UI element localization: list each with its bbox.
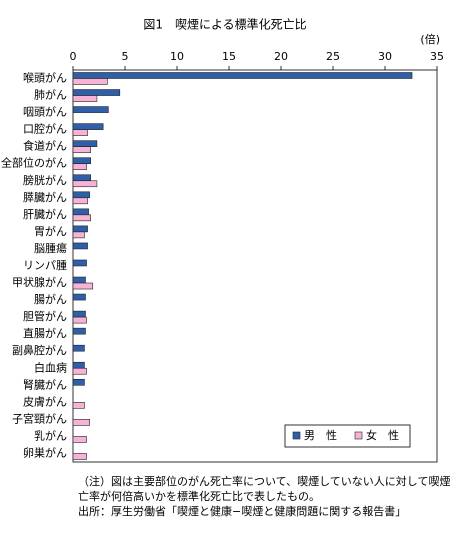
y-tick-label: 直腸がん bbox=[23, 326, 67, 340]
bar bbox=[72, 157, 91, 165]
bar bbox=[72, 316, 87, 324]
y-tick-label: 咽頭がん bbox=[23, 105, 67, 119]
bar bbox=[72, 89, 121, 96]
y-tick-label: 卵巣がん bbox=[23, 445, 67, 459]
y-tick-label: 甲状腺がん bbox=[12, 275, 67, 289]
bar bbox=[72, 436, 87, 443]
note: 出所：厚生労働省「喫煙と健康−喫煙と健康問題に関する報告書」 bbox=[78, 504, 406, 518]
bar bbox=[72, 123, 104, 130]
x-tick-label: 0 bbox=[70, 50, 77, 63]
note: （注）図は主要部位のがん死亡率について、喫煙していない人に対して喫煙者の死 bbox=[78, 474, 450, 488]
bar bbox=[72, 180, 98, 188]
x-tick-label: 15 bbox=[222, 50, 236, 63]
chart-title: 図1 喫煙による標準化死亡比 bbox=[143, 17, 306, 32]
bar bbox=[72, 106, 109, 113]
bar bbox=[72, 146, 91, 153]
y-tick-label: 脳腫瘍 bbox=[34, 241, 67, 255]
bar bbox=[72, 163, 87, 171]
bar bbox=[72, 282, 94, 290]
x-tick-label: 5 bbox=[122, 50, 129, 63]
bar bbox=[72, 214, 91, 222]
bar bbox=[72, 72, 413, 79]
bar bbox=[72, 378, 85, 386]
bar bbox=[72, 140, 98, 147]
x-tick-label: 35 bbox=[430, 50, 444, 63]
bar bbox=[72, 276, 86, 284]
x-tick-label: 10 bbox=[170, 50, 184, 63]
bar bbox=[72, 95, 98, 102]
bar bbox=[72, 259, 87, 267]
y-tick-label: 子宮頸がん bbox=[12, 411, 67, 425]
y-tick-label: 胃がん bbox=[34, 224, 67, 238]
bar bbox=[72, 231, 85, 239]
y-tick-label: 胆管がん bbox=[23, 309, 67, 323]
bar bbox=[72, 419, 90, 426]
bar bbox=[72, 129, 88, 136]
bar bbox=[72, 361, 85, 369]
x-tick-label: 20 bbox=[274, 50, 288, 63]
bar bbox=[72, 78, 108, 85]
bar bbox=[72, 208, 89, 216]
legend-label: 女 性 bbox=[366, 428, 399, 442]
y-tick-label: 肺がん bbox=[34, 88, 67, 102]
legend-swatch bbox=[292, 431, 301, 440]
bar bbox=[72, 367, 87, 375]
y-tick-label: 肝臓がん bbox=[23, 207, 67, 221]
bar bbox=[72, 327, 86, 335]
y-tick-label: リンパ腫 bbox=[23, 258, 67, 272]
bar bbox=[72, 453, 87, 460]
bar bbox=[72, 344, 85, 352]
y-tick-label: 腎臓がん bbox=[23, 377, 67, 391]
y-tick-label: 乳がん bbox=[34, 428, 67, 442]
y-tick-label: 全部位のがん bbox=[1, 156, 67, 170]
y-tick-label: 膵臓がん bbox=[23, 190, 67, 204]
bar bbox=[72, 191, 90, 199]
y-tick-label: 副鼻腔がん bbox=[12, 343, 67, 357]
legend-label: 男 性 bbox=[304, 428, 337, 442]
bar bbox=[72, 310, 86, 318]
y-tick-label: 皮膚がん bbox=[23, 394, 67, 408]
y-tick-label: 喉頭がん bbox=[23, 71, 67, 85]
bar bbox=[72, 225, 88, 233]
y-tick-label: 腸がん bbox=[34, 292, 67, 306]
legend-swatch bbox=[354, 431, 363, 440]
bar bbox=[72, 242, 88, 250]
note: 亡率が何倍高いかを標準化死亡比で表したもの。 bbox=[78, 489, 320, 503]
bar bbox=[72, 197, 88, 205]
y-tick-label: 膀胱がん bbox=[23, 173, 67, 187]
y-tick-label: 食道がん bbox=[23, 139, 67, 153]
y-tick-label: 口腔がん bbox=[23, 122, 67, 136]
plot-frame bbox=[72, 69, 438, 463]
bar bbox=[72, 293, 86, 301]
bar bbox=[72, 174, 91, 182]
unit-label: (倍) bbox=[420, 32, 440, 46]
y-tick-label: 白血病 bbox=[34, 360, 67, 374]
x-tick-label: 30 bbox=[378, 50, 392, 63]
legend-box bbox=[284, 424, 411, 448]
bar bbox=[72, 402, 85, 409]
x-tick-label: 25 bbox=[326, 50, 340, 63]
